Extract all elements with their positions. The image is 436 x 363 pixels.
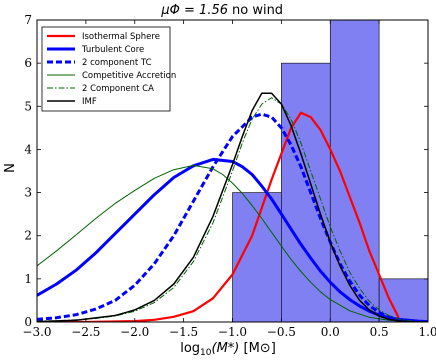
legend-label-5: 2 Component CA — [82, 84, 154, 94]
legend-label-1: Isothermal Sphere — [82, 32, 160, 42]
chart-title-math: μΦ = 1.56 — [160, 3, 228, 18]
y-tick-label-3: 2 — [24, 229, 32, 243]
legend-label-6: IMF — [82, 97, 97, 107]
legend-label-3: 2 component TC — [82, 58, 152, 68]
x-tick-label-4: −1.5 — [169, 325, 198, 339]
y-tick-label-1: 0 — [24, 315, 32, 329]
histogram-bar-3 — [329, 19, 380, 323]
y-tick-label-7: 6 — [24, 56, 32, 70]
y-axis-label: N — [3, 163, 18, 173]
x-axis-label-arg: (M*) — [212, 341, 240, 356]
x-tick-label-3: −2.0 — [120, 325, 149, 339]
series-line-3 — [37, 112, 428, 322]
series-line-4 — [37, 164, 428, 322]
x-axis-label-sub: 10 — [200, 348, 212, 358]
series-line-6 — [37, 92, 428, 322]
y-tick-label-8: 7 — [24, 13, 32, 27]
x-tick-label-2: −2.5 — [71, 325, 100, 339]
legend-label-4: Competitive Accretion — [82, 71, 176, 81]
x-tick-label-9: 1.0 — [418, 325, 436, 339]
x-tick-label-6: −0.5 — [267, 325, 296, 339]
x-tick-label-8: 0.5 — [370, 325, 389, 339]
series-line-1 — [37, 111, 400, 322]
series-line-2 — [37, 157, 428, 322]
y-tick-label-6: 5 — [24, 99, 32, 113]
y-tick-label-5: 4 — [24, 142, 32, 156]
legend-box — [41, 26, 171, 112]
plot-area: −3.0 −2.5 −2.0 −1.5 −1.0 −0.5 0.0 0.5 1.0 0 1 2 3 4 5 6… — [22, 13, 436, 339]
y-tick-label-4: 3 — [24, 186, 32, 200]
chart-title-text: no wind — [232, 3, 283, 18]
x-axis-label-prefix: log — [180, 341, 200, 356]
x-tick-label-7: 0.0 — [321, 325, 340, 339]
y-tick-label-2: 1 — [24, 272, 32, 286]
x-tick-label-1: −3.0 — [22, 325, 51, 339]
x-tick-label-5: −1.0 — [218, 325, 247, 339]
histogram-bar-2 — [281, 62, 331, 323]
legend-label-2: Turbulent Core — [81, 45, 144, 55]
x-axis-label: log10(M*) [M⊙] — [180, 341, 276, 358]
x-axis-label-unit: [M⊙] — [244, 341, 276, 356]
